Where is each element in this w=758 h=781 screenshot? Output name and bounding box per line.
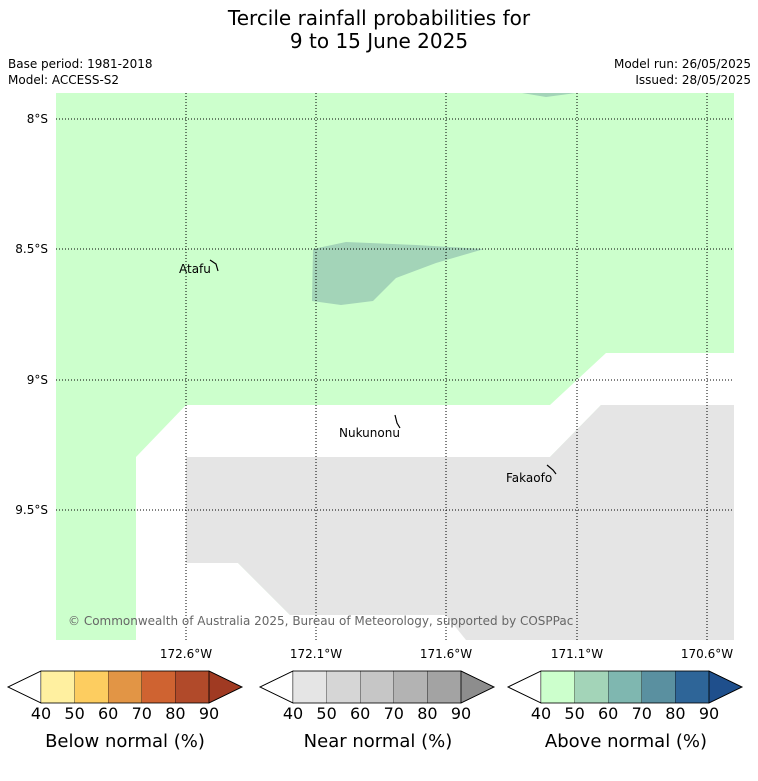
colorbar-arrow-low	[507, 670, 542, 704]
fakaofo-island-shape	[546, 464, 557, 475]
place-nukunonu: Nukunonu	[339, 426, 400, 440]
colorbar-tick-label: 90	[698, 704, 720, 723]
colorbar-segment	[74, 670, 109, 704]
colorbar-segment	[326, 670, 361, 704]
atafu-island-shape	[209, 259, 219, 272]
title-line-1: Tercile rainfall probabilities for	[227, 6, 531, 30]
lat-label-8-5: 8.5°S	[15, 242, 48, 256]
colorbar-segment	[108, 670, 142, 704]
region-above-50-60-top	[522, 93, 576, 97]
colorbar-segment	[574, 670, 609, 704]
colorbar-tick-label: 90	[198, 704, 220, 723]
colorbar-tick-label: 40	[30, 704, 52, 723]
legend-title-below: Below normal (%)	[45, 731, 205, 752]
base-period: Base period: 1981-2018	[8, 57, 153, 71]
legend-title-near: Near normal (%)	[303, 731, 453, 752]
lat-label-9: 9°S	[26, 373, 48, 387]
colorbar-tick-label: 80	[665, 704, 686, 723]
meta-left: Base period: 1981-2018 Model: ACCESS-S2	[8, 56, 153, 88]
colorbar-outline	[7, 670, 243, 704]
colorbar-tick-label: 50	[64, 704, 85, 723]
colorbar-tick-label: 60	[350, 704, 371, 723]
colorbar-arrow-low	[259, 670, 294, 704]
meta-right: Model run: 26/05/2025 Issued: 28/05/2025	[614, 56, 751, 88]
colorbar-segment	[175, 670, 210, 704]
colorbar-segment	[393, 670, 428, 704]
colorbar-tick-label: 60	[598, 704, 619, 723]
colorbar-tick-label: 70	[631, 704, 652, 723]
colorbar-above-normal	[507, 670, 743, 704]
colorbar-segment	[641, 670, 676, 704]
colorbar-segment	[427, 670, 462, 704]
lat-label-8: 8°S	[26, 112, 48, 126]
colorbar-tick-label: 40	[282, 704, 304, 723]
colorbar-segment	[360, 670, 394, 704]
region-white-no-signal	[56, 353, 734, 640]
colorbar-segment	[292, 670, 327, 704]
colorbar-tick-label: 50	[564, 704, 585, 723]
region-above-50-60	[312, 242, 484, 305]
lon-label-172-6: 172.6°W	[159, 647, 213, 661]
colorbar-arrow-low	[7, 670, 42, 704]
lat-label-9-5: 9.5°S	[15, 503, 48, 517]
copyright-notice: © Commonwealth of Australia 2025, Bureau…	[68, 614, 574, 628]
map-svg	[56, 93, 734, 640]
island-markers	[209, 259, 557, 475]
place-atafu: Atafu	[179, 262, 211, 276]
lon-label-171-1: 171.1°W	[550, 647, 604, 661]
lon-label-170-6: 170.6°W	[680, 647, 734, 661]
colorbar-tick-label: 60	[98, 704, 119, 723]
colorbar-tick-label: 80	[165, 704, 186, 723]
colorbar-tick-label: 80	[417, 704, 438, 723]
colorbar-tick-label: 90	[450, 704, 472, 723]
title-line-2: 9 to 15 June 2025	[289, 29, 469, 53]
issued-date: Issued: 28/05/2025	[635, 73, 751, 87]
colorbar-segment	[141, 670, 176, 704]
colorbar-tick-label: 70	[383, 704, 404, 723]
model-name: Model: ACCESS-S2	[8, 73, 120, 87]
graticule	[56, 93, 734, 640]
lon-label-172-1: 172.1°W	[289, 647, 343, 661]
model-run: Model run: 26/05/2025	[613, 57, 751, 71]
region-white-lower	[186, 615, 290, 640]
colorbar-below-normal	[7, 670, 243, 704]
colorbar-arrow-high	[208, 670, 243, 704]
colorbar-near-normal	[259, 670, 495, 704]
colorbar-segment	[540, 670, 575, 704]
colorbars	[7, 670, 743, 704]
colorbar-outline	[259, 670, 495, 704]
colorbar-tick-label: 70	[131, 704, 152, 723]
lon-label-171-6: 171.6°W	[419, 647, 473, 661]
region-near-40-50	[186, 405, 734, 640]
nukunonu-island-shape	[394, 414, 401, 429]
map-area[interactable]: © Commonwealth of Australia 2025, Bureau…	[56, 93, 734, 640]
colorbar-outline	[507, 670, 743, 704]
legend-title-above: Above normal (%)	[544, 731, 708, 752]
colorbar-segment	[675, 670, 710, 704]
colorbar-arrow-high	[708, 670, 743, 704]
colorbar-tick-label: 40	[530, 704, 552, 723]
place-fakaofo: Fakaofo	[506, 471, 553, 485]
colorbar-segment	[40, 670, 75, 704]
colorbar-arrow-high	[460, 670, 495, 704]
colorbar-tick-label: 50	[316, 704, 337, 723]
colorbar-segment	[608, 670, 642, 704]
